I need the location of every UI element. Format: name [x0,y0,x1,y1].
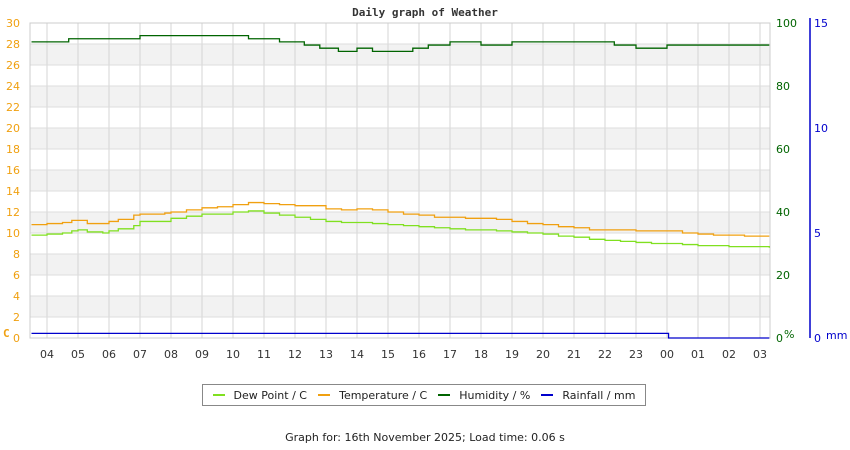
x-tick-label: 00 [660,348,674,361]
left-axis-unit: C [3,327,10,340]
grid-band [30,128,770,149]
x-tick-label: 14 [350,348,364,361]
chart-title: Daily graph of Weather [352,6,498,19]
temperature-line [31,201,770,237]
x-axis-ticks: 04 05 06 07 08 09 10 11 12 13 14 15 16 17 18 19 20 21 22 23… [40,348,767,361]
legend-label: Humidity / % [459,388,531,402]
left-tick-label: 20 [6,122,20,135]
left-tick-label: 22 [6,101,20,114]
humidity-tick-label: 0 [776,332,783,345]
left-tick-label: 12 [6,206,20,219]
grid-band [30,212,770,233]
legend-item-humidity: Humidity / % [438,389,530,402]
x-tick-label: 07 [133,348,147,361]
x-tick-label: 12 [288,348,302,361]
series-lines [31,34,770,339]
left-tick-label: 28 [6,38,20,51]
x-tick-label: 18 [474,348,488,361]
left-tick-label: 0 [13,332,20,345]
rainfall-swatch [541,394,554,396]
x-tick-label: 23 [629,348,643,361]
rainfall-axis-ticks: 0 5 10 15 [814,17,828,345]
x-tick-label: 22 [598,348,612,361]
left-tick-label: 14 [6,185,20,198]
humidity-tick-label: 80 [776,80,790,93]
x-tick-label: 09 [195,348,209,361]
humidity-tick-label: 60 [776,143,790,156]
graph-footer: Graph for: 16th November 2025; Load time… [285,431,565,444]
x-tick-label: 03 [753,348,767,361]
x-tick-label: 21 [567,348,581,361]
x-tick-label: 01 [691,348,705,361]
rainfall-tick-label: 10 [814,122,828,135]
x-tick-label: 15 [381,348,395,361]
rainfall-tick-label: 15 [814,17,828,30]
grid-band [30,296,770,317]
legend-label: Dew Point / C [233,388,307,402]
grid-bands [30,44,770,317]
x-tick-label: 11 [257,348,271,361]
grid-band [30,44,770,65]
legend-label: Temperature / C [339,388,428,402]
grid-band [30,254,770,275]
x-tick-label: 19 [505,348,519,361]
rainfall-line [31,332,770,339]
vertical-gridlines [46,23,761,338]
humidity-line [31,34,770,52]
left-tick-label: 2 [13,311,20,324]
grid-band [30,170,770,191]
legend-item-dew-point: Dew Point / C [212,388,307,402]
humidity-tick-label: 40 [776,206,790,219]
humidity-axis-ticks: 0 20 40 60 80 100 [776,17,797,345]
x-tick-label: 13 [319,348,333,361]
humidity-swatch [438,394,451,396]
chart-legend: Dew Point / C Temperature / C Humidity /… [202,384,646,406]
left-tick-label: 24 [6,80,20,93]
x-tick-label: 05 [71,348,85,361]
x-tick-label: 17 [443,348,457,361]
x-tick-label: 04 [40,348,54,361]
left-tick-label: 10 [6,227,20,240]
humidity-tick-label: 100 [776,17,797,30]
left-tick-label: 30 [6,17,20,30]
x-tick-label: 20 [536,348,550,361]
plot-frame [29,22,771,339]
grid-band [30,86,770,107]
legend-item-rainfall: Rainfall / mm [541,389,635,402]
temperature-swatch [318,394,331,396]
x-tick-label: 06 [102,348,116,361]
x-tick-label: 10 [226,348,240,361]
x-tick-label: 16 [412,348,426,361]
left-tick-label: 4 [13,290,20,303]
left-tick-label: 6 [13,269,20,282]
left-tick-label: 16 [6,164,20,177]
x-tick-label: 08 [164,348,178,361]
x-tick-label: 02 [722,348,736,361]
left-tick-label: 8 [13,248,20,261]
rainfall-tick-label: 5 [814,227,821,240]
humidity-tick-label: 20 [776,269,790,282]
legend-label: Rainfall / mm [562,388,636,402]
dew-line [31,210,770,248]
humidity-axis-unit: % [784,328,794,341]
dew-point-swatch [212,394,225,396]
rainfall-axis-unit: mm [826,329,847,342]
rainfall-tick-label: 0 [814,332,821,345]
left-tick-label: 26 [6,59,20,72]
left-tick-label: 18 [6,143,20,156]
legend-item-temperature: Temperature / C [318,389,427,402]
